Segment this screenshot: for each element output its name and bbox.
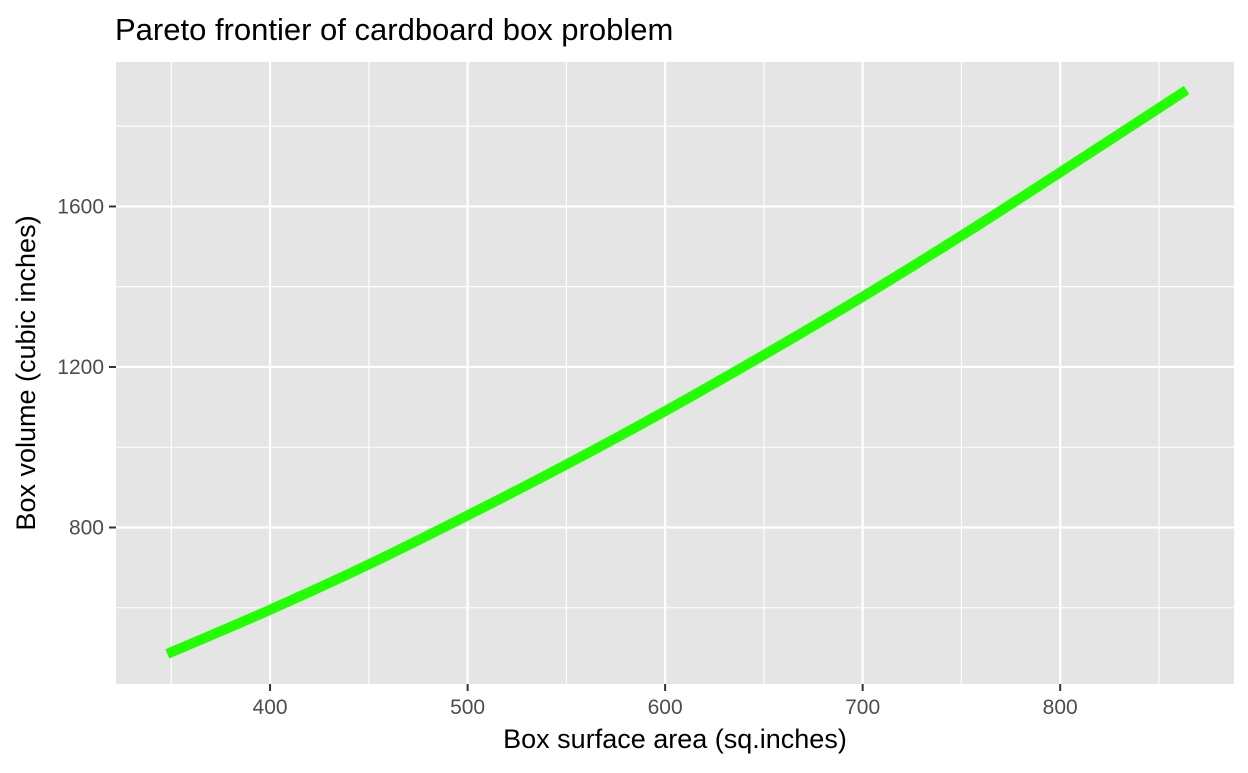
chart-title: Pareto frontier of cardboard box problem	[115, 12, 673, 47]
series-layer	[165, 85, 1190, 659]
x-tick-label: 600	[648, 696, 683, 719]
y-tick-label: 800	[69, 516, 104, 539]
y-tick-label: 1600	[57, 195, 104, 218]
y-axis: 800 1200 1600	[57, 195, 116, 539]
x-tick-label: 400	[253, 696, 288, 719]
x-axis: 400 500 600 700 800	[253, 684, 1078, 719]
y-tick-label: 1200	[57, 356, 104, 379]
x-tick-label: 500	[450, 696, 485, 719]
y-axis-title: Box volume (cubic inches)	[11, 215, 41, 530]
minor-gridlines	[116, 62, 1234, 684]
x-tick-label: 800	[1043, 696, 1078, 719]
major-gridlines	[116, 62, 1234, 684]
plot-panel	[116, 62, 1234, 684]
x-tick-label: 700	[845, 696, 880, 719]
x-axis-title: Box surface area (sq.inches)	[503, 724, 847, 754]
series-line	[165, 85, 1190, 659]
